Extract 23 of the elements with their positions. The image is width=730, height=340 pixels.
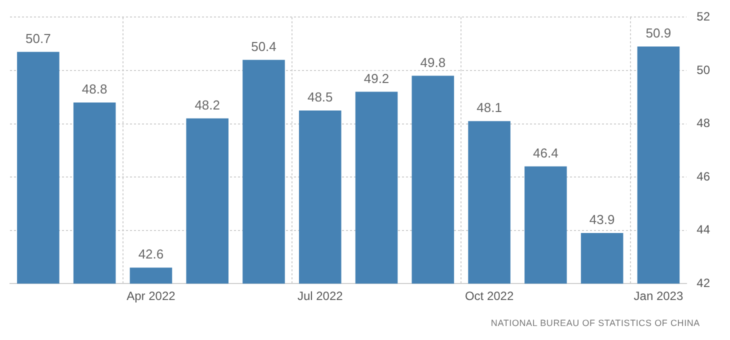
data-label: 46.4 xyxy=(533,145,558,160)
data-label: 48.8 xyxy=(82,82,108,97)
y-tick-label: 44 xyxy=(696,222,710,237)
y-tick-label: 52 xyxy=(696,10,710,24)
y-tick-label: 46 xyxy=(696,169,710,184)
data-label: 50.7 xyxy=(26,30,51,46)
x-tick-label: Oct 2022 xyxy=(464,289,514,304)
data-label: 50.4 xyxy=(251,38,276,54)
data-label: 49.2 xyxy=(364,70,390,86)
x-tick-label: Jul 2022 xyxy=(297,289,344,304)
data-label: 49.8 xyxy=(420,54,446,70)
x-tick-label: Jan 2023 xyxy=(634,289,684,304)
y-tick-label: 42 xyxy=(696,276,710,290)
data-label: 48.2 xyxy=(194,98,220,113)
data-label: 48.1 xyxy=(476,100,502,116)
data-label: 43.9 xyxy=(589,212,615,228)
text: NATIONAL BUREAU OF STATISTICS OF CHINA xyxy=(490,318,700,328)
data-label: 42.6 xyxy=(138,246,164,262)
y-tick-label: 50 xyxy=(696,62,710,77)
y-tick-label: 48 xyxy=(696,116,710,130)
data-label: 48.5 xyxy=(307,90,333,105)
x-tick-label: Apr 2022 xyxy=(126,289,176,304)
data-label: 50.9 xyxy=(646,26,672,41)
